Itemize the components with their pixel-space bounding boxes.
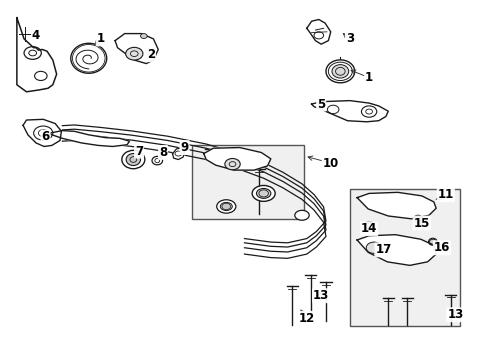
Ellipse shape bbox=[126, 153, 140, 166]
Text: 2: 2 bbox=[147, 48, 155, 61]
Text: 7: 7 bbox=[135, 145, 143, 158]
Ellipse shape bbox=[294, 210, 308, 220]
Polygon shape bbox=[115, 33, 158, 64]
Text: 6: 6 bbox=[41, 130, 50, 143]
Text: 5: 5 bbox=[316, 98, 325, 111]
Ellipse shape bbox=[252, 185, 275, 201]
Circle shape bbox=[366, 242, 381, 253]
Ellipse shape bbox=[122, 150, 144, 169]
Polygon shape bbox=[48, 131, 129, 147]
Text: 16: 16 bbox=[433, 241, 449, 254]
Ellipse shape bbox=[216, 200, 235, 213]
Polygon shape bbox=[356, 192, 435, 219]
Text: 15: 15 bbox=[413, 217, 429, 230]
Ellipse shape bbox=[363, 222, 374, 230]
Circle shape bbox=[140, 33, 147, 39]
Polygon shape bbox=[203, 148, 270, 170]
Bar bbox=[191, 145, 304, 219]
Polygon shape bbox=[172, 148, 184, 159]
Text: 9: 9 bbox=[180, 141, 188, 154]
Text: 8: 8 bbox=[159, 146, 167, 159]
Polygon shape bbox=[311, 100, 387, 122]
Text: 3: 3 bbox=[345, 32, 353, 45]
Polygon shape bbox=[17, 18, 57, 92]
Ellipse shape bbox=[220, 202, 232, 211]
Text: 11: 11 bbox=[437, 188, 453, 201]
Text: 13: 13 bbox=[447, 308, 463, 321]
Ellipse shape bbox=[256, 189, 270, 198]
Text: 12: 12 bbox=[298, 312, 314, 325]
Ellipse shape bbox=[413, 215, 422, 222]
Polygon shape bbox=[356, 235, 435, 265]
Ellipse shape bbox=[427, 238, 436, 245]
Circle shape bbox=[125, 48, 142, 60]
Bar bbox=[349, 189, 459, 327]
Text: 4: 4 bbox=[32, 29, 40, 42]
Text: 17: 17 bbox=[375, 243, 391, 256]
Text: 1: 1 bbox=[364, 71, 372, 84]
Circle shape bbox=[224, 158, 240, 170]
Text: 10: 10 bbox=[322, 157, 338, 170]
Text: 13: 13 bbox=[312, 289, 328, 302]
Ellipse shape bbox=[331, 65, 348, 78]
Text: 1: 1 bbox=[97, 32, 104, 45]
Polygon shape bbox=[306, 19, 330, 44]
Ellipse shape bbox=[325, 60, 354, 83]
Ellipse shape bbox=[152, 156, 162, 165]
Ellipse shape bbox=[71, 43, 106, 73]
Text: 14: 14 bbox=[360, 222, 377, 235]
Polygon shape bbox=[23, 119, 61, 147]
